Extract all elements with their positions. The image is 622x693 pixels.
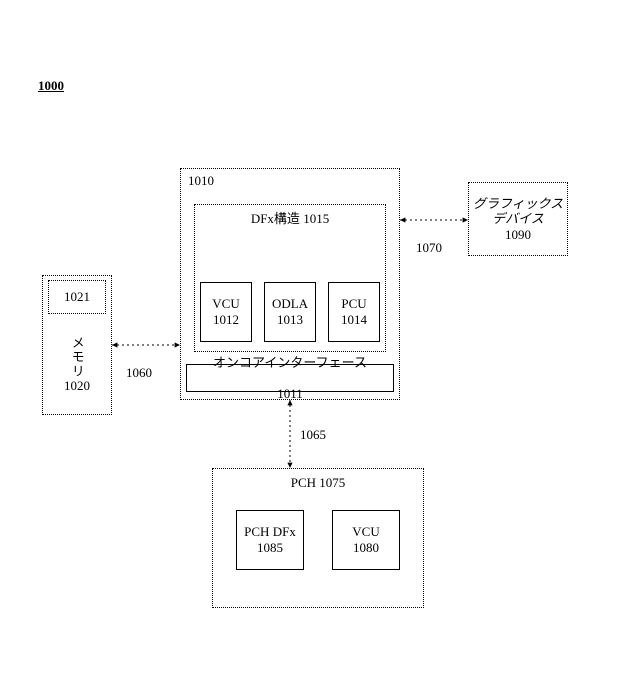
cpu-pcu-block: PCU 1014 <box>328 282 380 342</box>
memory-sub-ref: 1021 <box>64 289 90 305</box>
figure-number: 1000 <box>38 78 64 94</box>
memory-ref: 1020 <box>64 378 90 394</box>
cpu-odla-label: ODLA <box>272 296 308 312</box>
cpu-pcu-ref: 1014 <box>341 312 367 328</box>
connector-cpu-pch-label: 1065 <box>300 428 326 442</box>
connector-mem-cpu-label: 1060 <box>126 366 152 380</box>
cpu-vcu-block: VCU 1012 <box>200 282 252 342</box>
memory-label: メモリ <box>69 336 85 378</box>
pch-dfx-ref: 1085 <box>257 540 283 556</box>
memory-sub-block: 1021 <box>48 280 106 314</box>
cpu-interface-label: オンコアインターフェース <box>213 355 367 371</box>
pch-ref: 1075 <box>319 475 345 490</box>
graphics-label: グラフィックス デバイス <box>473 196 563 227</box>
pch-vcu-label: VCU <box>352 524 379 540</box>
cpu-corner-ref: 1010 <box>188 174 214 188</box>
pch-dfx-label: PCH DFx <box>244 524 296 540</box>
connector-mem-cpu <box>104 337 188 353</box>
cpu-odla-ref: 1013 <box>277 312 303 328</box>
pch-dfx-block: PCH DFx 1085 <box>236 510 304 570</box>
connector-cpu-pch <box>282 392 298 476</box>
cpu-vcu-ref: 1012 <box>213 312 239 328</box>
connector-cpu-gfx <box>392 212 476 228</box>
cpu-vcu-label: VCU <box>212 296 239 312</box>
cpu-odla-block: ODLA 1013 <box>264 282 316 342</box>
cpu-pcu-label: PCU <box>341 296 366 312</box>
cpu-interface-ref: 1011 <box>277 386 303 402</box>
pch-label: PCH <box>291 475 316 490</box>
pch-vcu-block: VCU 1080 <box>332 510 400 570</box>
pch-vcu-ref: 1080 <box>353 540 379 556</box>
graphics-block: グラフィックス デバイス 1090 <box>468 182 568 256</box>
cpu-interface-block: オンコアインターフェース 1011 <box>186 364 394 392</box>
cpu-dfx-label: DFx構造 <box>251 211 300 226</box>
cpu-dfx-ref: 1015 <box>303 211 329 226</box>
graphics-ref: 1090 <box>505 227 531 243</box>
connector-cpu-gfx-label: 1070 <box>416 241 442 255</box>
